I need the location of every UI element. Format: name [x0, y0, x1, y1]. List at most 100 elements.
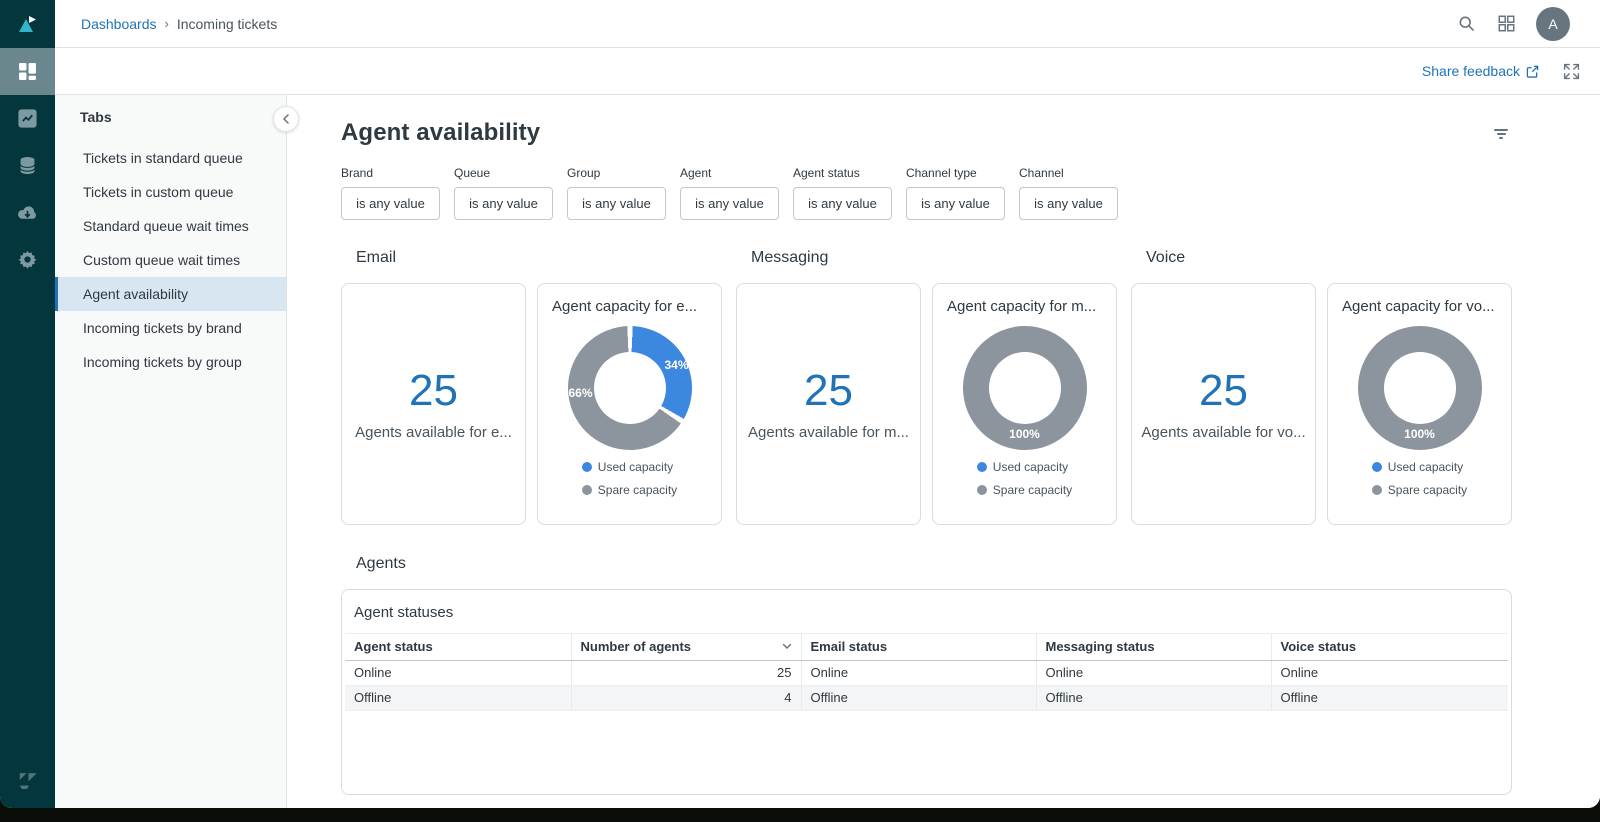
chart-legend: Used capacity Spare capacity — [1372, 460, 1467, 497]
cell-number-of-agents[interactable]: 4 — [571, 686, 801, 711]
tab-tickets-in-standard-queue[interactable]: Tickets in standard queue — [55, 141, 286, 175]
dashboard-actions-bar: Share feedback — [55, 48, 1600, 95]
search-button[interactable] — [1456, 13, 1477, 34]
agents-section-title: Agents — [341, 555, 1512, 573]
messaging-agents-available-card[interactable]: 25 Agents available for m... — [736, 283, 921, 525]
legend-spare-capacity: Spare capacity — [582, 483, 677, 497]
kpi-label: Agents available for m... — [748, 424, 909, 441]
capacity-card-title: Agent capacity for m... — [943, 298, 1096, 315]
spare-capacity-dot-icon — [977, 485, 987, 495]
collapse-panel-button[interactable] — [273, 106, 299, 132]
column-header-messaging-status[interactable]: Messaging status — [1036, 634, 1271, 661]
datasets-icon — [18, 156, 37, 175]
filter-brand-dropdown[interactable]: is any value — [341, 187, 440, 220]
zendesk-logomark-icon — [17, 770, 39, 789]
cell-messaging-status: Online — [1036, 661, 1271, 686]
rail-spacer — [0, 283, 55, 750]
column-header-number-of-agents[interactable]: Number of agents — [571, 634, 801, 661]
spare-capacity-dot-icon — [582, 485, 592, 495]
kpi-label: Agents available for e... — [355, 424, 512, 441]
used-capacity-dot-icon — [1372, 462, 1382, 472]
filter-label: Channel type — [906, 166, 1005, 180]
cell-agent-status: Online — [345, 661, 571, 686]
cell-voice-status: Online — [1271, 661, 1508, 686]
expand-fullscreen-icon — [1563, 63, 1580, 80]
tabs-sidebar: Tabs Tickets in standard queue Tickets i… — [55, 95, 287, 808]
filter-label: Agent — [680, 166, 779, 180]
cell-number-of-agents[interactable]: 25 — [571, 661, 801, 686]
tab-custom-queue-wait-times[interactable]: Custom queue wait times — [55, 243, 286, 277]
tabs-panel-title: Tabs — [55, 109, 286, 125]
table-row-offline[interactable]: Offline 4 Offline Offline Offline — [345, 686, 1508, 711]
products-menu-button[interactable] — [1496, 13, 1517, 34]
cell-email-status: Offline — [801, 686, 1036, 711]
filter-agent: Agent is any value — [680, 166, 779, 220]
share-feedback-label: Share feedback — [1422, 63, 1520, 79]
tab-standard-queue-wait-times[interactable]: Standard queue wait times — [55, 209, 286, 243]
dashboard-main: Agent availability Brand is any value — [287, 95, 1600, 808]
column-header-voice-status[interactable]: Voice status — [1271, 634, 1508, 661]
breadcrumb-dashboards-link[interactable]: Dashboards — [81, 16, 157, 32]
content-row: Tabs Tickets in standard queue Tickets i… — [55, 95, 1600, 808]
filter-label: Group — [567, 166, 666, 180]
fullscreen-button[interactable] — [1561, 61, 1582, 82]
reports-chart-icon — [18, 109, 37, 128]
section-title: Voice — [1131, 249, 1512, 267]
filter-agent-status-dropdown[interactable]: is any value — [793, 187, 892, 220]
filter-channel: Channel is any value — [1019, 166, 1118, 220]
filter-funnel-button[interactable] — [1490, 123, 1512, 145]
filter-channel-type-dropdown[interactable]: is any value — [906, 187, 1005, 220]
filter-queue-dropdown[interactable]: is any value — [454, 187, 553, 220]
nav-dashboards[interactable] — [0, 48, 55, 95]
legend-label: Spare capacity — [993, 483, 1072, 497]
used-capacity-dot-icon — [977, 462, 987, 472]
nav-datasets[interactable] — [0, 142, 55, 189]
kpi-value: 25 — [409, 367, 458, 415]
spare-slice-label: 100% — [1009, 427, 1040, 441]
capacity-card-title: Agent capacity for e... — [548, 298, 697, 315]
voice-capacity-donut-chart: 100% — [1358, 326, 1482, 450]
gear-icon — [18, 250, 37, 269]
voice-agents-available-card[interactable]: 25 Agents available for vo... — [1131, 283, 1316, 525]
tab-agent-availability[interactable]: Agent availability — [55, 277, 286, 311]
user-avatar[interactable]: A — [1536, 7, 1570, 41]
filter-label: Channel — [1019, 166, 1118, 180]
filter-agent-dropdown[interactable]: is any value — [680, 187, 779, 220]
messaging-capacity-card[interactable]: Agent capacity for m... 100% Used capaci… — [932, 283, 1117, 525]
filter-queue: Queue is any value — [454, 166, 553, 220]
voice-capacity-card[interactable]: Agent capacity for vo... 100% Used capac… — [1327, 283, 1512, 525]
funnel-icon — [1494, 129, 1508, 131]
zendesk-logo — [0, 750, 55, 808]
nav-admin[interactable] — [0, 236, 55, 283]
email-capacity-card[interactable]: Agent capacity for e... 34% 66% Used — [537, 283, 722, 525]
share-feedback-link[interactable]: Share feedback — [1422, 63, 1539, 79]
legend-label: Spare capacity — [1388, 483, 1467, 497]
dashboards-icon — [18, 62, 37, 81]
legend-spare-capacity: Spare capacity — [977, 483, 1072, 497]
column-header-email-status[interactable]: Email status — [801, 634, 1036, 661]
explore-logo[interactable] — [0, 0, 55, 48]
legend-label: Used capacity — [993, 460, 1068, 474]
filter-channel-dropdown[interactable]: is any value — [1019, 187, 1118, 220]
used-capacity-dot-icon — [582, 462, 592, 472]
nav-exports[interactable] — [0, 189, 55, 236]
legend-spare-capacity: Spare capacity — [1372, 483, 1467, 497]
email-agents-available-card[interactable]: 25 Agents available for e... — [341, 283, 526, 525]
tab-incoming-tickets-by-group[interactable]: Incoming tickets by group — [55, 345, 286, 379]
agent-statuses-card[interactable]: Agent statuses Agent status — [341, 589, 1512, 795]
legend-label: Used capacity — [598, 460, 673, 474]
filter-group-dropdown[interactable]: is any value — [567, 187, 666, 220]
table-row-online[interactable]: Online 25 Online Online Online — [345, 661, 1508, 686]
used-slice-label: 34% — [664, 358, 688, 372]
nav-reports[interactable] — [0, 95, 55, 142]
column-header-agent-status[interactable]: Agent status — [345, 634, 571, 661]
spare-slice-label: 66% — [569, 386, 593, 400]
section-messaging: Messaging 25 Agents available for m... A… — [736, 249, 1117, 525]
legend-label: Used capacity — [1388, 460, 1463, 474]
tab-incoming-tickets-by-brand[interactable]: Incoming tickets by brand — [55, 311, 286, 345]
channel-sections: Email 25 Agents available for e... Agent… — [341, 249, 1512, 525]
tab-tickets-in-custom-queue[interactable]: Tickets in custom queue — [55, 175, 286, 209]
sort-descending-chevron-icon — [782, 643, 792, 650]
filter-label: Brand — [341, 166, 440, 180]
page-title: Agent availability — [341, 119, 540, 147]
